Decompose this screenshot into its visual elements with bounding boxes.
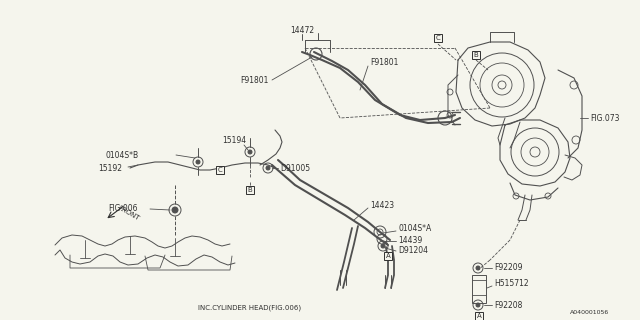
Circle shape — [248, 150, 252, 154]
Circle shape — [476, 303, 480, 307]
Text: FIG.006: FIG.006 — [108, 204, 138, 212]
Text: F91801: F91801 — [370, 58, 398, 67]
Text: 14439: 14439 — [398, 236, 422, 244]
Circle shape — [381, 244, 385, 248]
Text: 0104S*B: 0104S*B — [105, 150, 138, 159]
Bar — [472, 275, 486, 303]
Text: FRONT: FRONT — [117, 204, 140, 221]
Text: C: C — [218, 167, 222, 173]
Text: D91005: D91005 — [280, 164, 310, 172]
Text: 14423: 14423 — [370, 201, 394, 210]
Text: 0104S*A: 0104S*A — [398, 223, 431, 233]
Text: F91801: F91801 — [240, 76, 268, 84]
Text: F92209: F92209 — [494, 263, 522, 273]
Text: H515712: H515712 — [494, 279, 529, 289]
Circle shape — [476, 266, 480, 270]
Text: A: A — [386, 253, 390, 259]
Text: 15194: 15194 — [222, 135, 246, 145]
Text: 15192: 15192 — [98, 164, 122, 172]
Circle shape — [172, 207, 178, 213]
Circle shape — [266, 166, 270, 170]
Circle shape — [196, 160, 200, 164]
Text: INC.CYLINDER HEAD(FIG.006): INC.CYLINDER HEAD(FIG.006) — [198, 305, 301, 311]
Text: B: B — [248, 187, 252, 193]
Text: F92208: F92208 — [494, 300, 522, 309]
Text: D91204: D91204 — [398, 245, 428, 254]
Text: B: B — [474, 52, 478, 58]
Text: A: A — [477, 313, 481, 319]
Text: FIG.073: FIG.073 — [590, 114, 620, 123]
Text: 14472: 14472 — [290, 26, 314, 35]
Text: C: C — [436, 35, 440, 41]
Text: A040001056: A040001056 — [570, 309, 609, 315]
